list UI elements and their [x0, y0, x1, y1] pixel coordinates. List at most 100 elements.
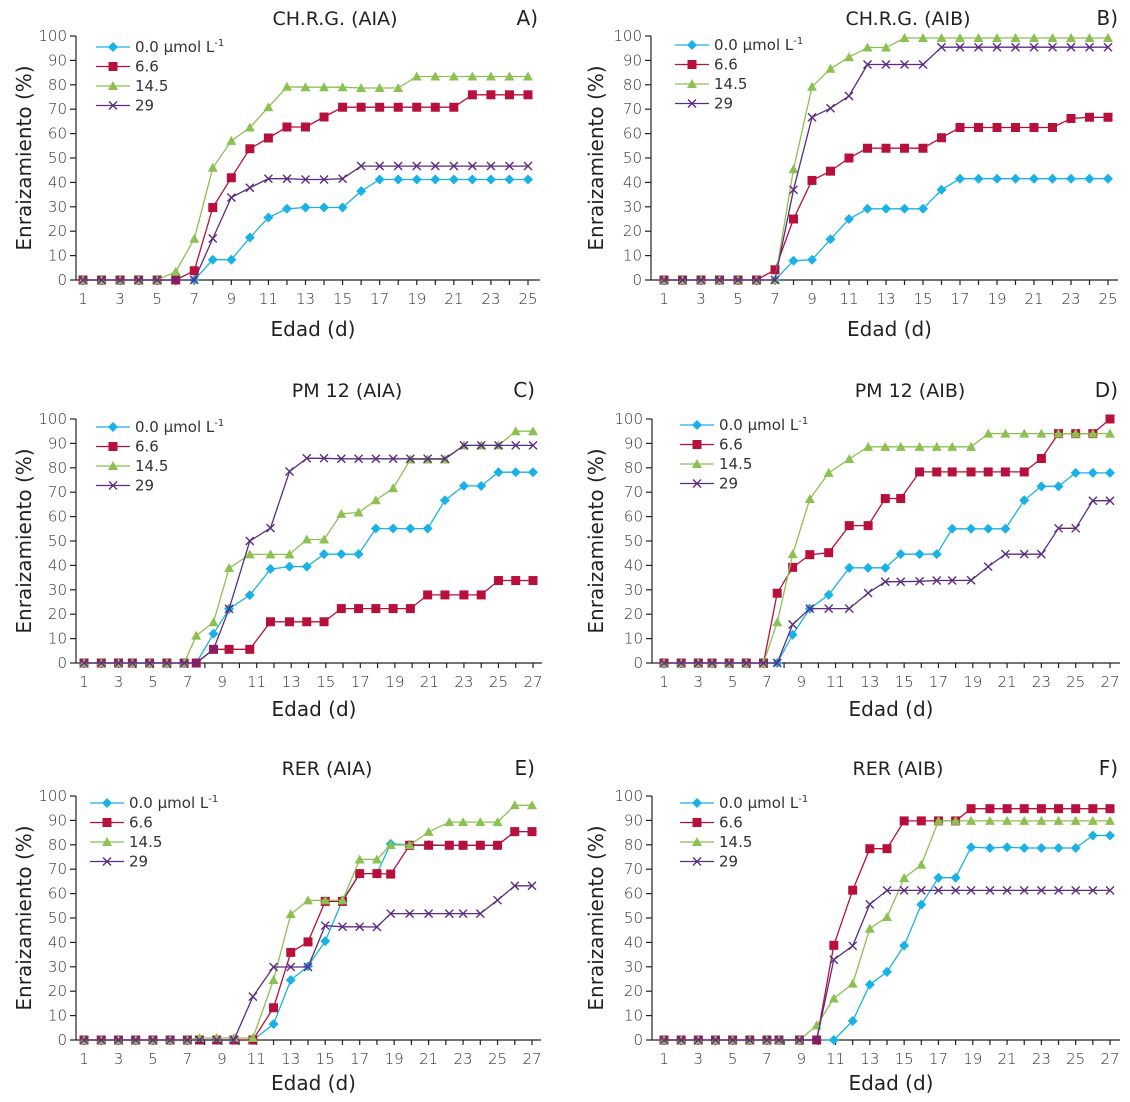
legend-item: 14.5 — [90, 833, 162, 851]
y-tick-label: 100 — [38, 27, 67, 45]
data-point — [440, 454, 450, 464]
data-point — [284, 561, 295, 572]
x-tick-label: 3 — [694, 673, 704, 691]
y-tick-label: 50 — [623, 149, 642, 167]
data-point — [458, 909, 468, 919]
data-point — [527, 800, 537, 810]
legend-marker — [108, 81, 118, 90]
data-point — [301, 122, 310, 132]
x-tick-label: 19 — [385, 673, 404, 691]
data-point — [863, 562, 874, 573]
data-point — [918, 203, 928, 214]
series-line — [664, 500, 1110, 664]
y-tick-label: 0 — [57, 1031, 67, 1049]
legend-label: 0.0 µmol L-1 — [129, 794, 218, 812]
x-axis-label: Edad (d) — [849, 697, 934, 721]
data-point — [375, 161, 385, 171]
data-point — [371, 854, 382, 864]
data-point — [336, 604, 346, 614]
data-point — [263, 174, 273, 184]
legend-item: 14.5 — [96, 457, 168, 475]
y-tick-label: 100 — [613, 27, 642, 45]
series-6.6 — [79, 576, 538, 668]
data-point — [179, 658, 189, 668]
legend-marker — [108, 422, 118, 432]
data-point — [918, 32, 928, 42]
data-point — [992, 42, 1002, 52]
data-point — [79, 658, 89, 668]
series-line — [84, 830, 532, 1041]
data-point — [916, 885, 926, 895]
y-tick-label: 20 — [624, 982, 643, 1000]
data-point — [1036, 804, 1046, 814]
x-tick-label: 11 — [839, 290, 858, 308]
data-point — [1066, 42, 1076, 52]
y-tick-label: 70 — [48, 860, 67, 878]
data-point — [947, 523, 958, 534]
data-point — [504, 161, 514, 171]
y-tick-label: 70 — [623, 100, 642, 118]
data-point — [848, 941, 858, 951]
data-point — [476, 440, 486, 450]
data-point — [319, 534, 330, 544]
data-point — [411, 71, 422, 81]
x-tick-label: 9 — [796, 1050, 806, 1068]
y-tick-label: 20 — [48, 982, 67, 1000]
x-tick-label: 17 — [950, 290, 969, 308]
x-tick-label: 27 — [523, 673, 542, 691]
y-axis-label: Enraizamiento (%) — [584, 825, 608, 1010]
x-tick-label: 13 — [860, 673, 879, 691]
data-point — [303, 962, 313, 972]
data-point — [162, 658, 172, 668]
data-point — [320, 895, 331, 905]
data-point — [405, 909, 415, 919]
data-point — [423, 826, 434, 836]
data-point — [423, 454, 433, 464]
data-point — [900, 143, 909, 153]
data-point — [936, 32, 947, 42]
x-tick-label: 13 — [876, 290, 895, 308]
data-point — [1036, 842, 1047, 853]
x-tick-label: 27 — [1100, 673, 1119, 691]
data-point — [319, 202, 330, 213]
x-tick-label: 21 — [444, 290, 463, 308]
data-point — [336, 454, 346, 464]
data-point — [207, 162, 218, 172]
data-point — [710, 1035, 720, 1045]
data-point — [226, 173, 236, 183]
data-point — [1103, 173, 1113, 184]
data-point — [745, 1035, 755, 1045]
data-point — [1054, 885, 1064, 895]
data-point — [974, 123, 983, 132]
data-point — [266, 617, 276, 627]
data-point — [947, 576, 957, 586]
legend-marker — [102, 798, 112, 808]
x-tick-label: 1 — [79, 1050, 89, 1068]
x-tick-label: 15 — [895, 673, 914, 691]
data-point — [847, 978, 858, 988]
data-point — [844, 521, 854, 531]
x-tick-label: 17 — [370, 290, 389, 308]
data-point — [424, 840, 434, 850]
data-point — [772, 588, 782, 598]
data-point — [1053, 481, 1064, 492]
data-point — [950, 872, 961, 883]
legend-marker — [692, 440, 702, 449]
data-point — [393, 82, 404, 92]
data-point — [440, 590, 450, 600]
data-point — [1105, 885, 1115, 895]
series-0.0-mol-l-1 — [79, 467, 538, 668]
data-point — [899, 816, 909, 826]
y-axis-label: Enraizamiento (%) — [12, 825, 36, 1010]
x-tick-label: 25 — [518, 290, 537, 308]
data-point — [1070, 428, 1081, 438]
data-point — [865, 844, 875, 854]
data-point — [319, 174, 329, 184]
data-point — [266, 523, 276, 533]
legend-label: 6.6 — [135, 58, 159, 76]
data-point — [375, 102, 385, 112]
data-point — [1019, 495, 1030, 506]
x-tick-label: 25 — [1098, 290, 1117, 308]
data-point — [863, 60, 872, 70]
